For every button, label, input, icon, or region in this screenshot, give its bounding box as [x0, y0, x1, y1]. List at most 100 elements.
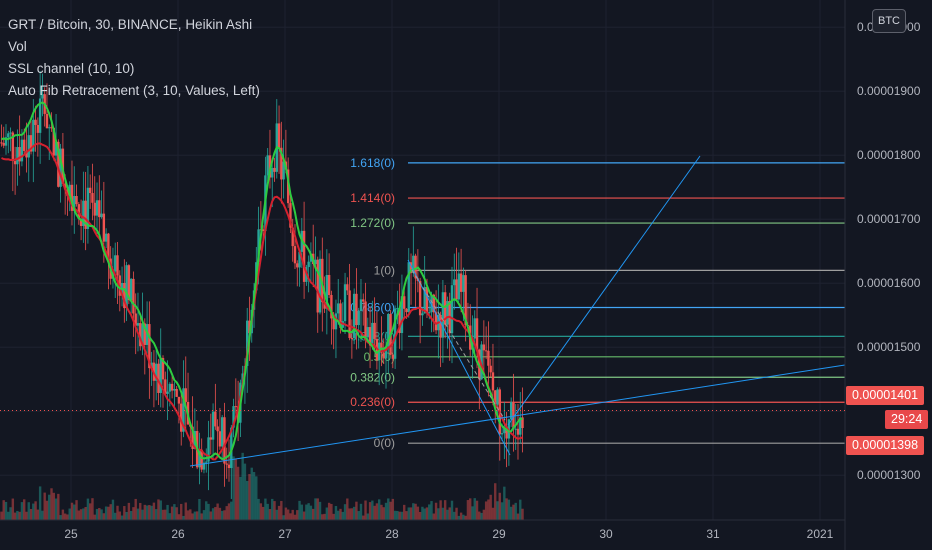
candle-body	[412, 255, 415, 274]
trend-lines	[189, 155, 846, 467]
candle-body	[337, 303, 340, 314]
volume-bar	[73, 504, 76, 520]
volume-bar	[482, 509, 486, 520]
candle-body	[159, 357, 162, 393]
y-tick-label: 0.00001600	[857, 276, 921, 290]
candle-body	[277, 123, 281, 148]
y-tick-label: 0.00001700	[857, 212, 921, 226]
candle-body	[428, 312, 431, 314]
candle-body	[368, 327, 372, 346]
volume-bar	[391, 498, 395, 520]
volume-bar	[277, 505, 281, 520]
candle-body	[191, 426, 194, 449]
candle-body	[327, 274, 331, 296]
volume-bar	[186, 510, 190, 520]
candle-body	[357, 311, 360, 326]
currency-badge[interactable]: BTC	[872, 9, 906, 33]
volume-bar	[116, 505, 119, 520]
candle-body	[434, 312, 438, 331]
volume-bar	[209, 511, 212, 520]
candle-body	[93, 202, 96, 216]
candle-body	[4, 137, 8, 146]
ssl-down-line	[1, 142, 523, 461]
legend-ssl[interactable]: SSL channel (10, 10)	[8, 61, 135, 76]
volume-bar	[321, 514, 324, 520]
ssl-up-line	[1, 101, 523, 461]
candle-body	[220, 417, 224, 447]
volume-bar	[380, 504, 383, 520]
candle-body	[45, 113, 49, 129]
candle-body	[104, 233, 108, 242]
volume-bar	[352, 506, 356, 520]
volume-bar	[32, 503, 35, 520]
candle-body	[100, 213, 103, 218]
volume-bar	[234, 459, 238, 520]
candle-body	[23, 139, 26, 151]
volume-bar	[91, 498, 94, 520]
volume-bar	[11, 498, 15, 520]
candle-body	[148, 324, 151, 369]
candle-body	[261, 229, 265, 232]
candle-body	[0, 142, 3, 144]
candle-body	[387, 313, 390, 347]
volume-bar	[13, 512, 17, 520]
candle-body	[82, 200, 85, 227]
legend-symbol-title[interactable]: GRT / Bitcoin, 30, BINANCE, Heikin Ashi	[8, 17, 253, 32]
candle-body	[34, 119, 37, 125]
candle-body	[273, 167, 276, 172]
candle-body	[314, 259, 317, 265]
volume-bar	[154, 509, 158, 520]
volume-bar	[114, 512, 117, 520]
volume-bar	[382, 507, 385, 520]
candle-body	[214, 411, 217, 427]
candle-body	[223, 417, 226, 464]
candle-body	[86, 187, 90, 229]
legend-vol[interactable]: Vol	[8, 39, 27, 54]
legend: GRT / Bitcoin, 30, BINANCE, Heikin Ashi …	[8, 14, 260, 102]
volume-bar	[27, 502, 30, 520]
volume-bar	[77, 510, 81, 520]
volume-bar	[359, 503, 363, 520]
volume-bar	[428, 504, 431, 520]
candle-body	[400, 296, 404, 334]
fib-label: 0.382(0)	[350, 370, 395, 384]
volume-bar	[480, 512, 483, 520]
legend-fib[interactable]: Auto Fib Retracement (3, 10, Values, Lef…	[8, 83, 260, 98]
candle-body	[282, 161, 285, 180]
countdown-tag: 29:24	[885, 410, 929, 429]
volume-bar	[227, 503, 231, 520]
volume-bar	[232, 456, 235, 520]
candle-body	[132, 278, 135, 314]
candle-body	[334, 313, 338, 330]
x-tick-label: 2021	[807, 527, 834, 541]
candle-body	[202, 462, 206, 470]
candle-body	[123, 282, 126, 309]
volume-bar	[284, 507, 288, 520]
volume-bar	[362, 515, 365, 520]
volume-bar	[489, 494, 492, 520]
candle-body	[107, 233, 110, 259]
candle-body	[302, 230, 306, 282]
candle-body	[398, 308, 401, 334]
volume-bar	[384, 502, 388, 520]
volume-bar	[166, 504, 169, 520]
volume-bar	[341, 511, 344, 520]
volume-bar	[104, 506, 108, 520]
volume-bar	[88, 503, 92, 520]
volume-bar	[487, 499, 490, 520]
volume-bar	[425, 507, 429, 520]
volume-bar	[387, 498, 390, 520]
candle-body	[50, 127, 53, 129]
fib-label: 0.236(0)	[350, 395, 395, 409]
candle-body	[52, 127, 55, 156]
volume-bar	[157, 499, 160, 520]
candle-body	[225, 463, 228, 465]
volume-bar	[193, 511, 197, 520]
volume-bar	[286, 509, 290, 520]
candle-body	[139, 323, 142, 347]
volume-bar	[66, 514, 69, 520]
candle-body	[54, 141, 58, 156]
candle-body	[280, 147, 283, 180]
candle-body	[73, 196, 76, 211]
